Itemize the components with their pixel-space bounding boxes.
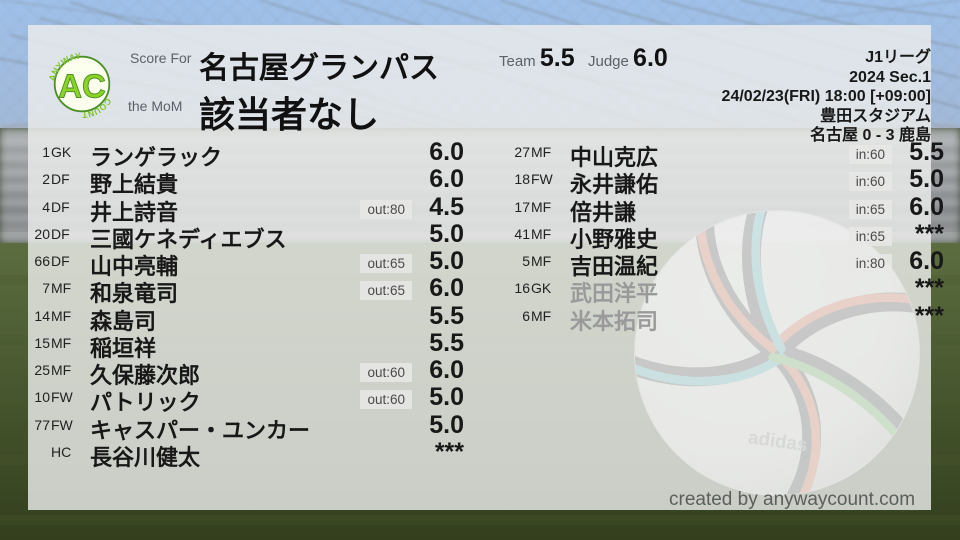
svg-text:AC: AC [58, 67, 105, 104]
